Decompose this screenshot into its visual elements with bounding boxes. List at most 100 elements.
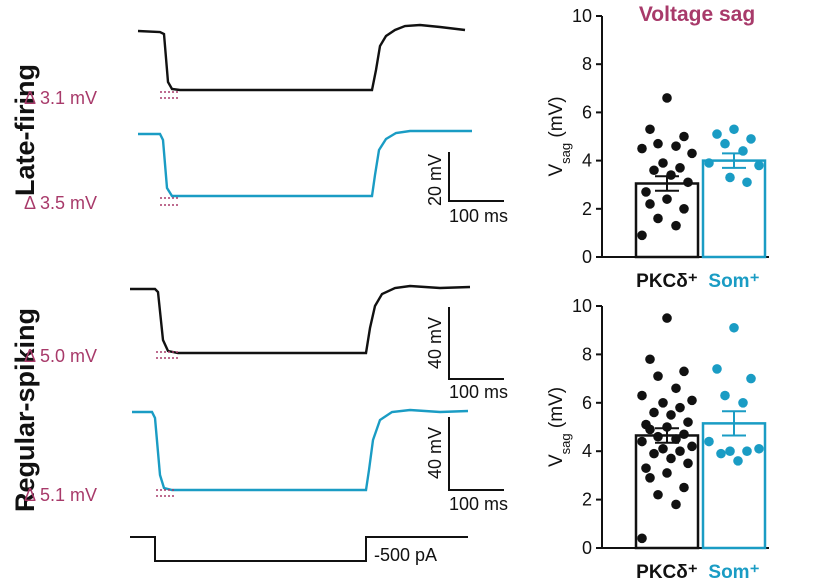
data-point <box>725 446 735 457</box>
data-point <box>742 446 752 457</box>
data-point <box>653 138 663 149</box>
scalebar-regular-spiking-bottom-voltage: 40 mV <box>425 427 445 479</box>
scalebar-regular-spiking-bottom <box>448 417 504 491</box>
y-tick-label: 8 <box>582 54 592 74</box>
data-point <box>666 170 676 180</box>
scalebar-regular-spiking-top <box>448 307 504 380</box>
data-point <box>658 158 668 168</box>
y-axis-label: Vsag (mV) <box>546 96 573 176</box>
data-point <box>637 230 647 241</box>
trace-regular-spiking-som <box>132 408 469 492</box>
category-label-som: Som⁺ <box>708 562 759 583</box>
data-point <box>687 148 697 159</box>
data-point <box>671 383 681 394</box>
y-tick-label: 4 <box>582 151 592 171</box>
data-point <box>637 390 647 401</box>
data-point <box>645 424 655 435</box>
y-tick-label: 6 <box>582 102 592 122</box>
data-point <box>712 364 722 374</box>
data-point <box>742 177 752 188</box>
dotted-marker-late-firing-som <box>160 197 180 206</box>
y-tick-label: 0 <box>582 538 592 558</box>
data-point <box>683 458 693 469</box>
row-label-regular-spiking: Regular-spiking <box>10 308 40 512</box>
data-point <box>641 187 651 197</box>
category-label-pkc: PKCδ⁺ <box>636 271 698 292</box>
scalebar-late-firing-voltage: 20 mV <box>425 154 445 206</box>
data-point <box>653 213 663 224</box>
scalebar-regular-spiking-bottom-time: 100 ms <box>449 494 508 514</box>
data-point <box>637 143 647 154</box>
bar-chart-regular-spiking: 0 2 4 6 8 10 Vsag (mV) PKCδ⁺ Som⁺ <box>546 296 769 583</box>
data-point <box>687 395 697 406</box>
data-point <box>679 131 689 142</box>
y-tick-label: 10 <box>572 296 592 316</box>
data-point <box>641 463 651 473</box>
data-point <box>666 453 676 464</box>
data-point <box>679 204 689 214</box>
data-point <box>675 446 685 457</box>
data-point <box>704 158 714 168</box>
y-tick-label: 10 <box>572 6 592 26</box>
trace-late-firing-som <box>138 129 472 198</box>
data-point <box>662 93 672 103</box>
data-point <box>746 373 756 384</box>
delta-label-regular-spiking-som: Δ 5.1 mV <box>24 485 97 505</box>
row-label-late-firing: Late-firing <box>10 64 40 196</box>
data-point <box>729 124 739 135</box>
scalebar-late-firing <box>448 152 504 202</box>
data-point <box>645 199 655 209</box>
bar-pkc <box>634 434 700 550</box>
y-tick-label: 8 <box>582 344 592 364</box>
data-point <box>738 146 748 156</box>
data-point <box>675 163 685 173</box>
category-label-pkc: PKCδ⁺ <box>636 562 698 583</box>
data-point <box>720 390 730 401</box>
data-point <box>662 422 672 432</box>
data-point <box>653 431 663 442</box>
data-point <box>649 407 659 418</box>
data-point <box>653 489 663 500</box>
data-point <box>683 417 693 427</box>
data-point <box>675 402 685 413</box>
data-point <box>679 366 689 377</box>
chart-title: Voltage sag <box>639 3 755 26</box>
bar-chart-late-firing: 0 2 4 6 8 10 Vsag (mV) Voltage sag PKCδ⁺ Som⁺ <box>546 3 769 292</box>
data-point <box>645 124 655 135</box>
category-label-som: Som⁺ <box>708 271 759 292</box>
y-tick-label: 0 <box>582 247 592 267</box>
data-point <box>671 499 681 510</box>
data-point <box>687 441 697 452</box>
data-point <box>754 443 764 454</box>
data-point <box>645 473 655 483</box>
data-point <box>720 138 730 149</box>
data-point <box>683 177 693 188</box>
dotted-marker-late-firing-pkc <box>160 91 180 99</box>
data-point <box>649 448 659 459</box>
y-tick-label: 4 <box>582 441 592 461</box>
scalebar-regular-spiking-top-time: 100 ms <box>449 382 508 402</box>
data-point <box>671 220 681 231</box>
data-point <box>704 436 714 447</box>
data-point <box>733 456 743 466</box>
data-point <box>712 129 722 139</box>
scalebar-regular-spiking-top-voltage: 40 mV <box>425 317 445 369</box>
data-point <box>653 371 663 381</box>
data-point <box>666 410 676 420</box>
data-point <box>729 322 739 333</box>
data-point <box>679 482 689 493</box>
data-point <box>746 134 756 144</box>
y-tick-label: 6 <box>582 393 592 413</box>
data-point <box>637 533 647 544</box>
data-point <box>645 354 655 365</box>
data-point <box>649 165 659 176</box>
data-point <box>662 313 672 323</box>
data-point <box>725 172 735 183</box>
trace-regular-spiking-pkc <box>130 284 471 355</box>
data-point <box>658 443 668 454</box>
scalebar-late-firing-time: 100 ms <box>449 206 508 226</box>
data-point <box>716 448 726 459</box>
y-axis-label: Vsag (mV) <box>546 387 573 467</box>
data-point <box>662 194 672 204</box>
y-tick-label: 2 <box>582 490 592 510</box>
